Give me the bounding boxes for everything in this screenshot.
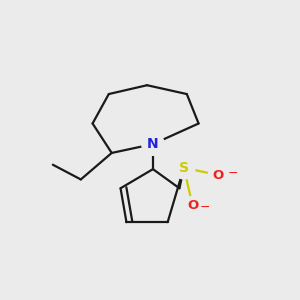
Circle shape bbox=[208, 166, 227, 184]
Text: S: S bbox=[179, 161, 189, 175]
Text: O: O bbox=[212, 169, 223, 182]
Text: −: − bbox=[228, 167, 238, 180]
Text: O: O bbox=[187, 200, 198, 212]
Circle shape bbox=[142, 133, 164, 155]
Text: N: N bbox=[147, 137, 159, 151]
Circle shape bbox=[173, 157, 195, 179]
Text: −: − bbox=[199, 201, 210, 214]
Circle shape bbox=[183, 196, 202, 215]
